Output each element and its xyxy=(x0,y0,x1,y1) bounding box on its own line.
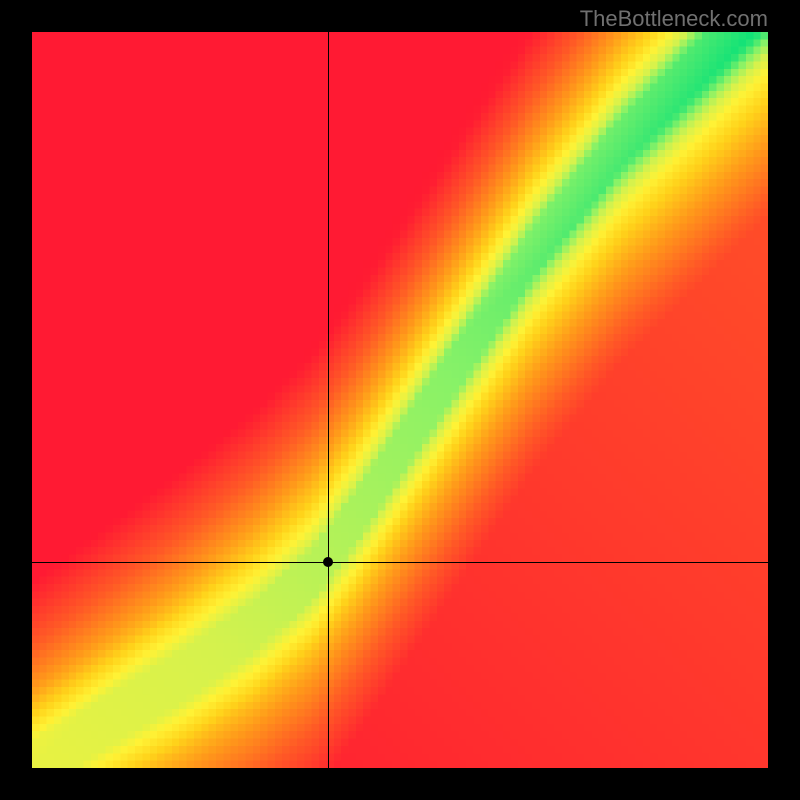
heatmap-canvas xyxy=(32,32,768,768)
attribution-text: TheBottleneck.com xyxy=(580,6,768,32)
bottleneck-heatmap-plot xyxy=(32,32,768,768)
